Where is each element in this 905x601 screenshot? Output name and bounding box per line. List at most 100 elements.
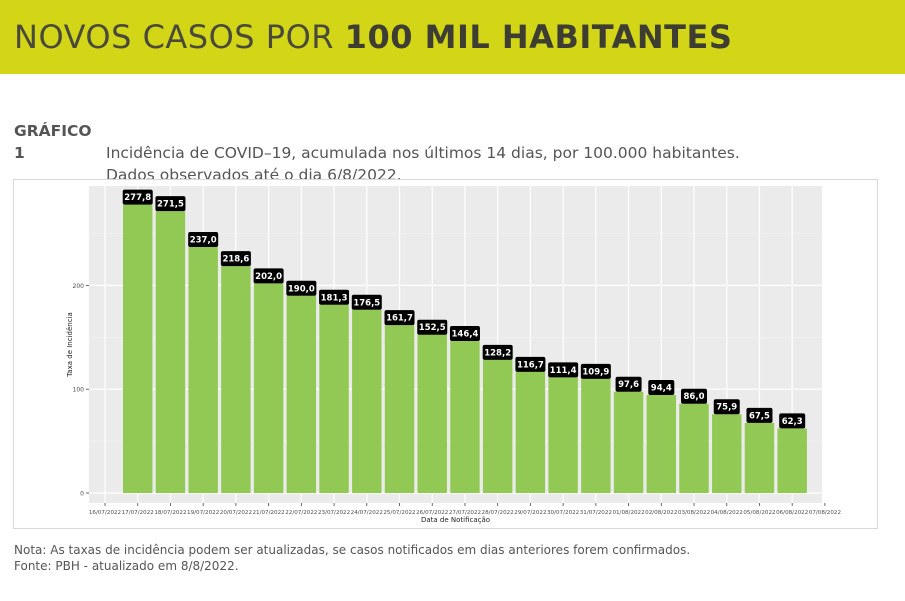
data-label-box [319, 289, 350, 305]
page-title: NOVOS CASOS POR 100 MIL HABITANTES [14, 18, 732, 56]
bar [646, 395, 677, 493]
data-label-box [351, 294, 382, 310]
data-label: 271,5 [157, 200, 184, 210]
x-tick-label: 04/08/2022 [711, 510, 743, 516]
x-tick-label: 03/08/2022 [678, 510, 710, 516]
data-label: 181,3 [321, 293, 348, 303]
data-label-box [779, 413, 806, 429]
x-tick-label: 20/07/2022 [220, 510, 252, 516]
title-bold: 100 MIL HABITANTES [344, 18, 733, 56]
data-label-box [548, 362, 579, 378]
note-text: Nota: As taxas de incidência podem ser a… [14, 543, 691, 557]
data-label-box [417, 319, 448, 335]
x-tick-label: 16/07/2022 [89, 510, 121, 516]
data-label: 146,4 [452, 330, 479, 340]
data-label: 86,0 [684, 392, 705, 402]
data-label: 202,0 [255, 272, 282, 282]
bar [352, 309, 382, 493]
data-label-box [286, 280, 317, 296]
data-label-box [122, 189, 153, 205]
footnote: Nota: As taxas de incidência podem ser a… [14, 542, 690, 574]
data-label-box [220, 251, 251, 267]
x-tick-label: 01/08/2022 [612, 510, 644, 516]
x-tick-label: 05/08/2022 [743, 510, 775, 516]
data-label-box [482, 344, 513, 360]
data-label-box [746, 407, 773, 423]
bar [679, 403, 709, 493]
data-label: 97,6 [618, 380, 639, 390]
x-tick-label: 21/07/2022 [252, 510, 284, 516]
x-tick-label: 17/07/2022 [122, 510, 154, 516]
x-tick-label: 26/07/2022 [416, 510, 448, 516]
data-label-box [155, 196, 186, 212]
bar [548, 377, 578, 493]
x-tick-label: 27/07/2022 [449, 510, 481, 516]
data-label: 176,5 [353, 298, 380, 308]
data-label: 94,4 [651, 384, 672, 394]
caption-text-1: Incidência de COVID–19, acumulada nos úl… [106, 144, 740, 162]
y-tick-label: 200 [73, 283, 85, 290]
data-label: 237,0 [190, 235, 217, 245]
data-label: 67,5 [749, 411, 770, 421]
bar [581, 378, 611, 493]
bar [744, 422, 775, 493]
data-label-box [449, 326, 480, 342]
bar [613, 391, 644, 493]
y-tick-label: 100 [73, 387, 85, 394]
data-label: 111,4 [550, 366, 577, 376]
x-tick-label: 25/07/2022 [383, 510, 415, 516]
bar [319, 304, 349, 493]
data-label-box [713, 399, 740, 415]
bar [221, 266, 251, 493]
data-label: 109,9 [582, 367, 609, 377]
bar [286, 295, 317, 493]
chart-container: 0 100 200 16/07/2022 17/07/2022 18/07/2022 19/… [13, 179, 878, 529]
data-label: 152,5 [419, 323, 446, 333]
data-label-box [253, 268, 284, 284]
data-label-box [384, 310, 415, 326]
data-label: 128,2 [484, 348, 511, 358]
bar [155, 211, 186, 494]
x-tick-label: 07/08/2022 [809, 510, 841, 516]
bar [122, 204, 153, 493]
x-tick-label: 06/08/2022 [776, 510, 808, 516]
caption-label: GRÁFICO 1 [14, 122, 92, 162]
chart-caption: GRÁFICO 1 Incidência de COVID–19, acumula… [14, 120, 740, 186]
bar [417, 334, 447, 493]
bar [712, 414, 742, 493]
caption-line-1: GRÁFICO 1 Incidência de COVID–19, acumula… [14, 120, 740, 164]
bar [188, 246, 218, 493]
data-label: 75,9 [716, 403, 737, 413]
x-tick-label: 23/07/2022 [318, 510, 350, 516]
bar [253, 283, 284, 493]
x-tick-label: 24/07/2022 [351, 510, 383, 516]
data-label: 161,7 [386, 314, 413, 324]
bar [384, 325, 415, 493]
bar [482, 359, 513, 493]
data-label-box [188, 231, 219, 247]
x-tick-label: 02/08/2022 [645, 510, 677, 516]
x-tick-label: 18/07/2022 [154, 510, 186, 516]
bar-chart: 0 100 200 16/07/2022 17/07/2022 18/07/2022 19/… [66, 186, 841, 524]
data-label: 116,7 [517, 360, 544, 370]
x-tick-label: 29/07/2022 [514, 510, 546, 516]
x-tick-label: 28/07/2022 [482, 510, 514, 516]
data-label-box [648, 380, 675, 396]
data-label-box [580, 363, 611, 379]
data-label: 277,8 [124, 193, 151, 203]
header-banner: NOVOS CASOS POR 100 MIL HABITANTES [0, 0, 905, 74]
data-label: 62,3 [782, 417, 803, 427]
x-axis-title: Data de Notificação [421, 516, 490, 524]
x-tick-label: 19/07/2022 [187, 510, 219, 516]
bar [450, 341, 480, 493]
data-label: 218,6 [222, 255, 249, 265]
x-tick-label: 31/07/2022 [580, 510, 612, 516]
y-axis-title: Taxa de Incidência [66, 312, 74, 378]
data-label-box [681, 388, 708, 404]
bar [515, 371, 546, 493]
data-label: 190,0 [288, 284, 315, 294]
data-label-box [515, 356, 546, 372]
x-tick-label: 30/07/2022 [547, 510, 579, 516]
data-label-box [615, 376, 642, 392]
source-text: Fonte: PBH - atualizado em 8/8/2022. [14, 559, 239, 573]
